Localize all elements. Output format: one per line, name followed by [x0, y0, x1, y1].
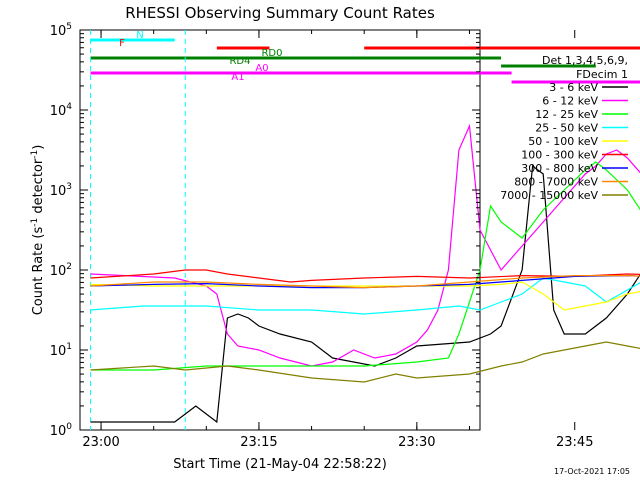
- state-label-a1: A1: [231, 72, 244, 83]
- axes: 23:0023:1523:3023:4500:0000:1500:3010010…: [50, 22, 594, 450]
- state-label-rd4: RD4: [229, 56, 250, 67]
- state-label-f: F: [119, 38, 125, 49]
- y-tick-label: 105: [50, 22, 72, 39]
- date-stamp: 17-Oct-2021 17:05: [554, 467, 630, 476]
- series-line: [90, 277, 640, 315]
- series-lines: [90, 123, 640, 424]
- x-tick-label: 23:15: [240, 435, 277, 450]
- series-line: [90, 123, 640, 367]
- y-tick-label: 102: [50, 262, 72, 279]
- x-tick-label: 23:00: [82, 435, 119, 450]
- state-label-n: N: [136, 30, 143, 41]
- series-line: [90, 274, 640, 289]
- legend-entry: 7000 - 15000 keV: [500, 189, 598, 202]
- y-tick-label: 100: [50, 422, 73, 439]
- legend-entry: 25 - 50 keV: [535, 122, 598, 135]
- state-label-rd0: RD0: [261, 48, 282, 59]
- legend-entry: 3 - 6 keV: [549, 81, 598, 94]
- legend-entry: 50 - 100 keV: [528, 135, 598, 148]
- series-line: [90, 164, 640, 424]
- legend-entry: 12 - 25 keV: [535, 108, 598, 121]
- legend-entry: 6 - 12 keV: [542, 95, 598, 108]
- series-line: [90, 341, 640, 383]
- chart-title: RHESSI Observing Summary Count Rates: [125, 4, 435, 22]
- series-line: [90, 281, 640, 311]
- vertical-markers: [90, 30, 186, 430]
- series-line: [90, 275, 640, 289]
- x-tick-label: 23:45: [556, 435, 593, 450]
- y-tick-label: 101: [50, 342, 72, 359]
- state-label-a0: A0: [255, 63, 268, 74]
- state-bars: NF RD0 RD4 A0 A1: [90, 30, 640, 84]
- series-line: [90, 161, 640, 371]
- x-tick-label: 23:30: [398, 435, 435, 450]
- series-line: [90, 269, 640, 283]
- y-axis-label: Count Rate (s-1 detector-1): [30, 145, 46, 316]
- legend-entry: 100 - 300 keV: [521, 149, 598, 162]
- legend-entry: 800 - 7000 keV: [514, 176, 598, 189]
- legend-header: Det 1,3,4,5,6,9,: [542, 54, 628, 67]
- y-tick-label: 103: [50, 182, 72, 199]
- legend-entry: 300 - 800 keV: [521, 162, 598, 175]
- x-axis-label: Start Time (21-May-04 22:58:22): [173, 457, 387, 472]
- y-tick-label: 104: [50, 102, 73, 119]
- legend-header: FDecim 1: [576, 68, 628, 81]
